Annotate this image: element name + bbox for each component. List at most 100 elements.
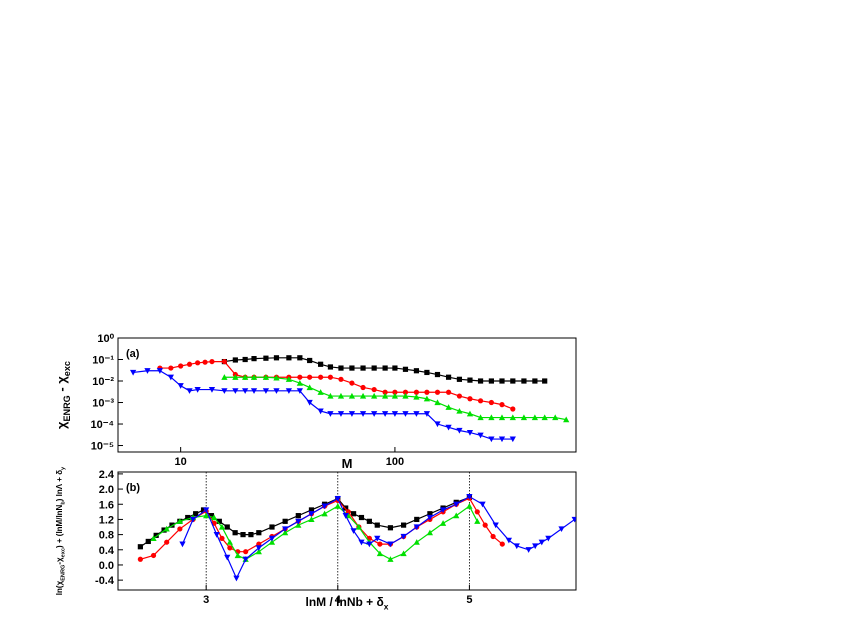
- marker: [342, 513, 349, 519]
- marker: [348, 392, 356, 399]
- marker: [402, 389, 409, 395]
- marker: [563, 416, 570, 423]
- marker: [306, 399, 313, 406]
- y-tick-label: 10⁻⁴: [91, 419, 114, 431]
- marker: [232, 530, 238, 536]
- marker: [242, 556, 249, 563]
- label-part: - χ: [54, 376, 69, 396]
- marker: [269, 524, 275, 530]
- marker: [360, 384, 366, 391]
- marker: [137, 556, 143, 562]
- marker: [358, 514, 365, 521]
- marker: [387, 556, 394, 562]
- marker: [402, 392, 409, 399]
- marker: [186, 361, 193, 367]
- marker: [255, 548, 262, 555]
- marker: [358, 539, 365, 546]
- marker: [282, 518, 288, 524]
- marker: [327, 364, 334, 370]
- marker: [571, 516, 576, 523]
- marker: [308, 516, 315, 523]
- marker: [466, 494, 473, 500]
- marker: [243, 549, 249, 555]
- marker: [256, 530, 262, 536]
- marker: [413, 524, 420, 531]
- marker: [221, 388, 228, 394]
- marker: [234, 552, 241, 559]
- marker: [382, 365, 388, 371]
- marker: [153, 532, 159, 538]
- marker: [531, 414, 539, 421]
- x-axis-label: lnM / lnNb + δx: [306, 595, 389, 612]
- marker: [200, 507, 207, 513]
- marker: [240, 532, 246, 538]
- y-axis-label: ln(χENRG-χexc) + (lnM/lnNb) lnΛ + δy: [55, 466, 66, 595]
- marker: [423, 411, 431, 417]
- marker: [144, 368, 151, 374]
- x-tick-label: 5: [466, 594, 472, 606]
- marker: [387, 525, 394, 531]
- marker: [273, 355, 280, 361]
- marker: [308, 507, 315, 513]
- marker: [434, 399, 441, 406]
- marker: [488, 399, 494, 406]
- marker: [374, 522, 380, 528]
- marker: [366, 518, 372, 524]
- marker: [327, 374, 334, 380]
- marker: [439, 520, 447, 526]
- marker: [402, 366, 409, 372]
- marker: [268, 539, 276, 545]
- marker: [505, 537, 512, 544]
- marker: [413, 368, 420, 374]
- marker: [525, 547, 532, 553]
- marker: [297, 374, 303, 380]
- label-subscript: ENRG: [62, 395, 72, 421]
- marker: [321, 503, 328, 510]
- marker: [509, 436, 516, 443]
- marker: [400, 522, 407, 528]
- marker: [413, 539, 420, 545]
- marker: [558, 526, 565, 533]
- marker: [466, 410, 474, 417]
- marker: [391, 392, 399, 399]
- marker: [414, 516, 420, 523]
- marker: [262, 388, 270, 394]
- marker: [456, 427, 463, 434]
- marker: [381, 411, 389, 417]
- series-line: [140, 496, 470, 548]
- marker: [286, 355, 292, 361]
- marker: [355, 523, 362, 530]
- label-subscript: exc: [60, 548, 66, 557]
- y-tick-label: 10⁻⁵: [91, 441, 114, 453]
- marker: [498, 414, 506, 421]
- marker: [498, 436, 506, 443]
- label-part: M: [342, 456, 353, 471]
- panel-label: (a): [126, 348, 140, 360]
- y-tick-label: 0.0: [99, 560, 114, 572]
- marker: [232, 388, 239, 394]
- marker: [185, 514, 191, 521]
- marker: [467, 396, 473, 402]
- y-tick-label: 10⁰: [97, 333, 114, 345]
- marker: [194, 386, 201, 393]
- marker: [513, 543, 520, 550]
- marker: [371, 411, 378, 417]
- marker: [216, 518, 222, 524]
- marker: [477, 378, 484, 384]
- marker: [226, 539, 233, 545]
- marker: [456, 376, 463, 382]
- label-part: ln(χ: [55, 580, 64, 595]
- marker: [273, 374, 280, 381]
- marker: [189, 516, 197, 523]
- marker: [208, 513, 215, 519]
- marker: [488, 378, 494, 384]
- label-part: χ: [54, 421, 69, 429]
- marker: [427, 511, 433, 517]
- marker: [538, 539, 545, 546]
- marker: [295, 518, 302, 525]
- marker: [542, 378, 548, 384]
- marker: [334, 495, 341, 502]
- marker: [371, 386, 377, 393]
